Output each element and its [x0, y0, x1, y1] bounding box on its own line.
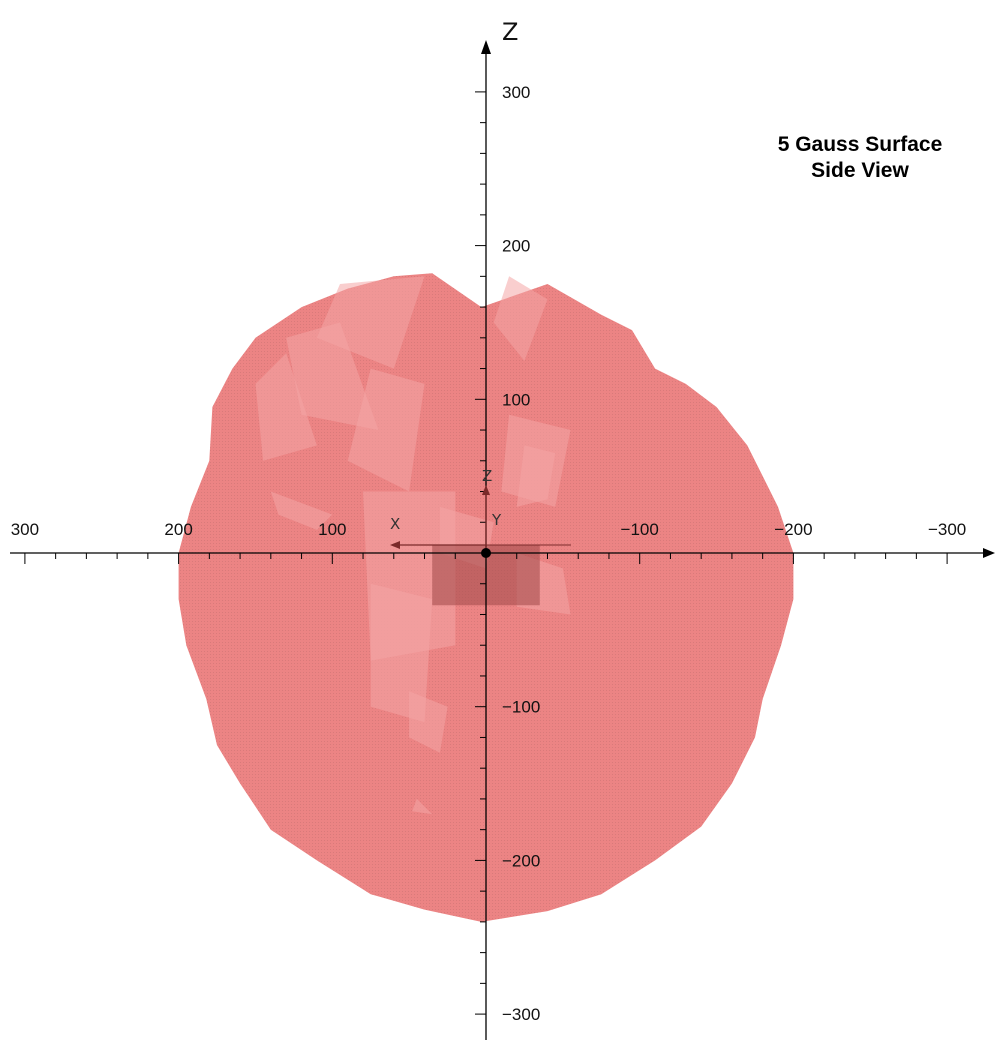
triad-x-arrow: [390, 541, 400, 549]
triad-x-label: X: [390, 515, 400, 533]
x-tick-label: −100: [621, 520, 659, 539]
z-tick-label: 200: [502, 237, 530, 256]
surface-facet: [255, 353, 317, 461]
x-tick-label: −300: [928, 520, 966, 539]
axes: 300 200 100 −100 −200 −300 300 200 100 −100 −200 −3…: [10, 18, 995, 1040]
surface-facet: [347, 368, 425, 492]
z-axis-arrow: [481, 40, 491, 54]
origin-triad: X Y Z: [390, 467, 571, 558]
z-tick-label: −300: [502, 1005, 540, 1024]
x-tick-label: 200: [164, 520, 192, 539]
surface-facets: [255, 276, 571, 815]
x-axis-arrow: [983, 548, 995, 558]
plot-title: 5 Gauss Surface Side View: [720, 132, 1000, 184]
x-tick-label: 100: [318, 520, 346, 539]
surface-facet: [493, 276, 548, 361]
surface-facet: [286, 322, 379, 430]
title-line-1: 5 Gauss Surface: [777, 133, 943, 156]
surface-facet: [412, 798, 433, 815]
triad-z-label: Z: [482, 467, 492, 485]
triad-y-label: Y: [491, 511, 502, 529]
triad-z-arrow: [482, 485, 490, 495]
surface-facet: [270, 491, 333, 530]
z-tick-label: 100: [502, 390, 530, 409]
z-tick-label: −200: [502, 851, 540, 870]
origin-point: [481, 548, 491, 558]
z-tick-label: −100: [502, 698, 540, 717]
x-tick-label: −200: [774, 520, 812, 539]
surface-facet: [516, 445, 556, 507]
z-tick-label: 300: [502, 83, 530, 102]
surface-facet: [409, 691, 448, 753]
title-line-2: Side View: [811, 159, 909, 182]
x-tick-label: 300: [11, 520, 39, 539]
surface-facet: [370, 583, 433, 723]
z-axis-name: Z: [502, 18, 518, 46]
